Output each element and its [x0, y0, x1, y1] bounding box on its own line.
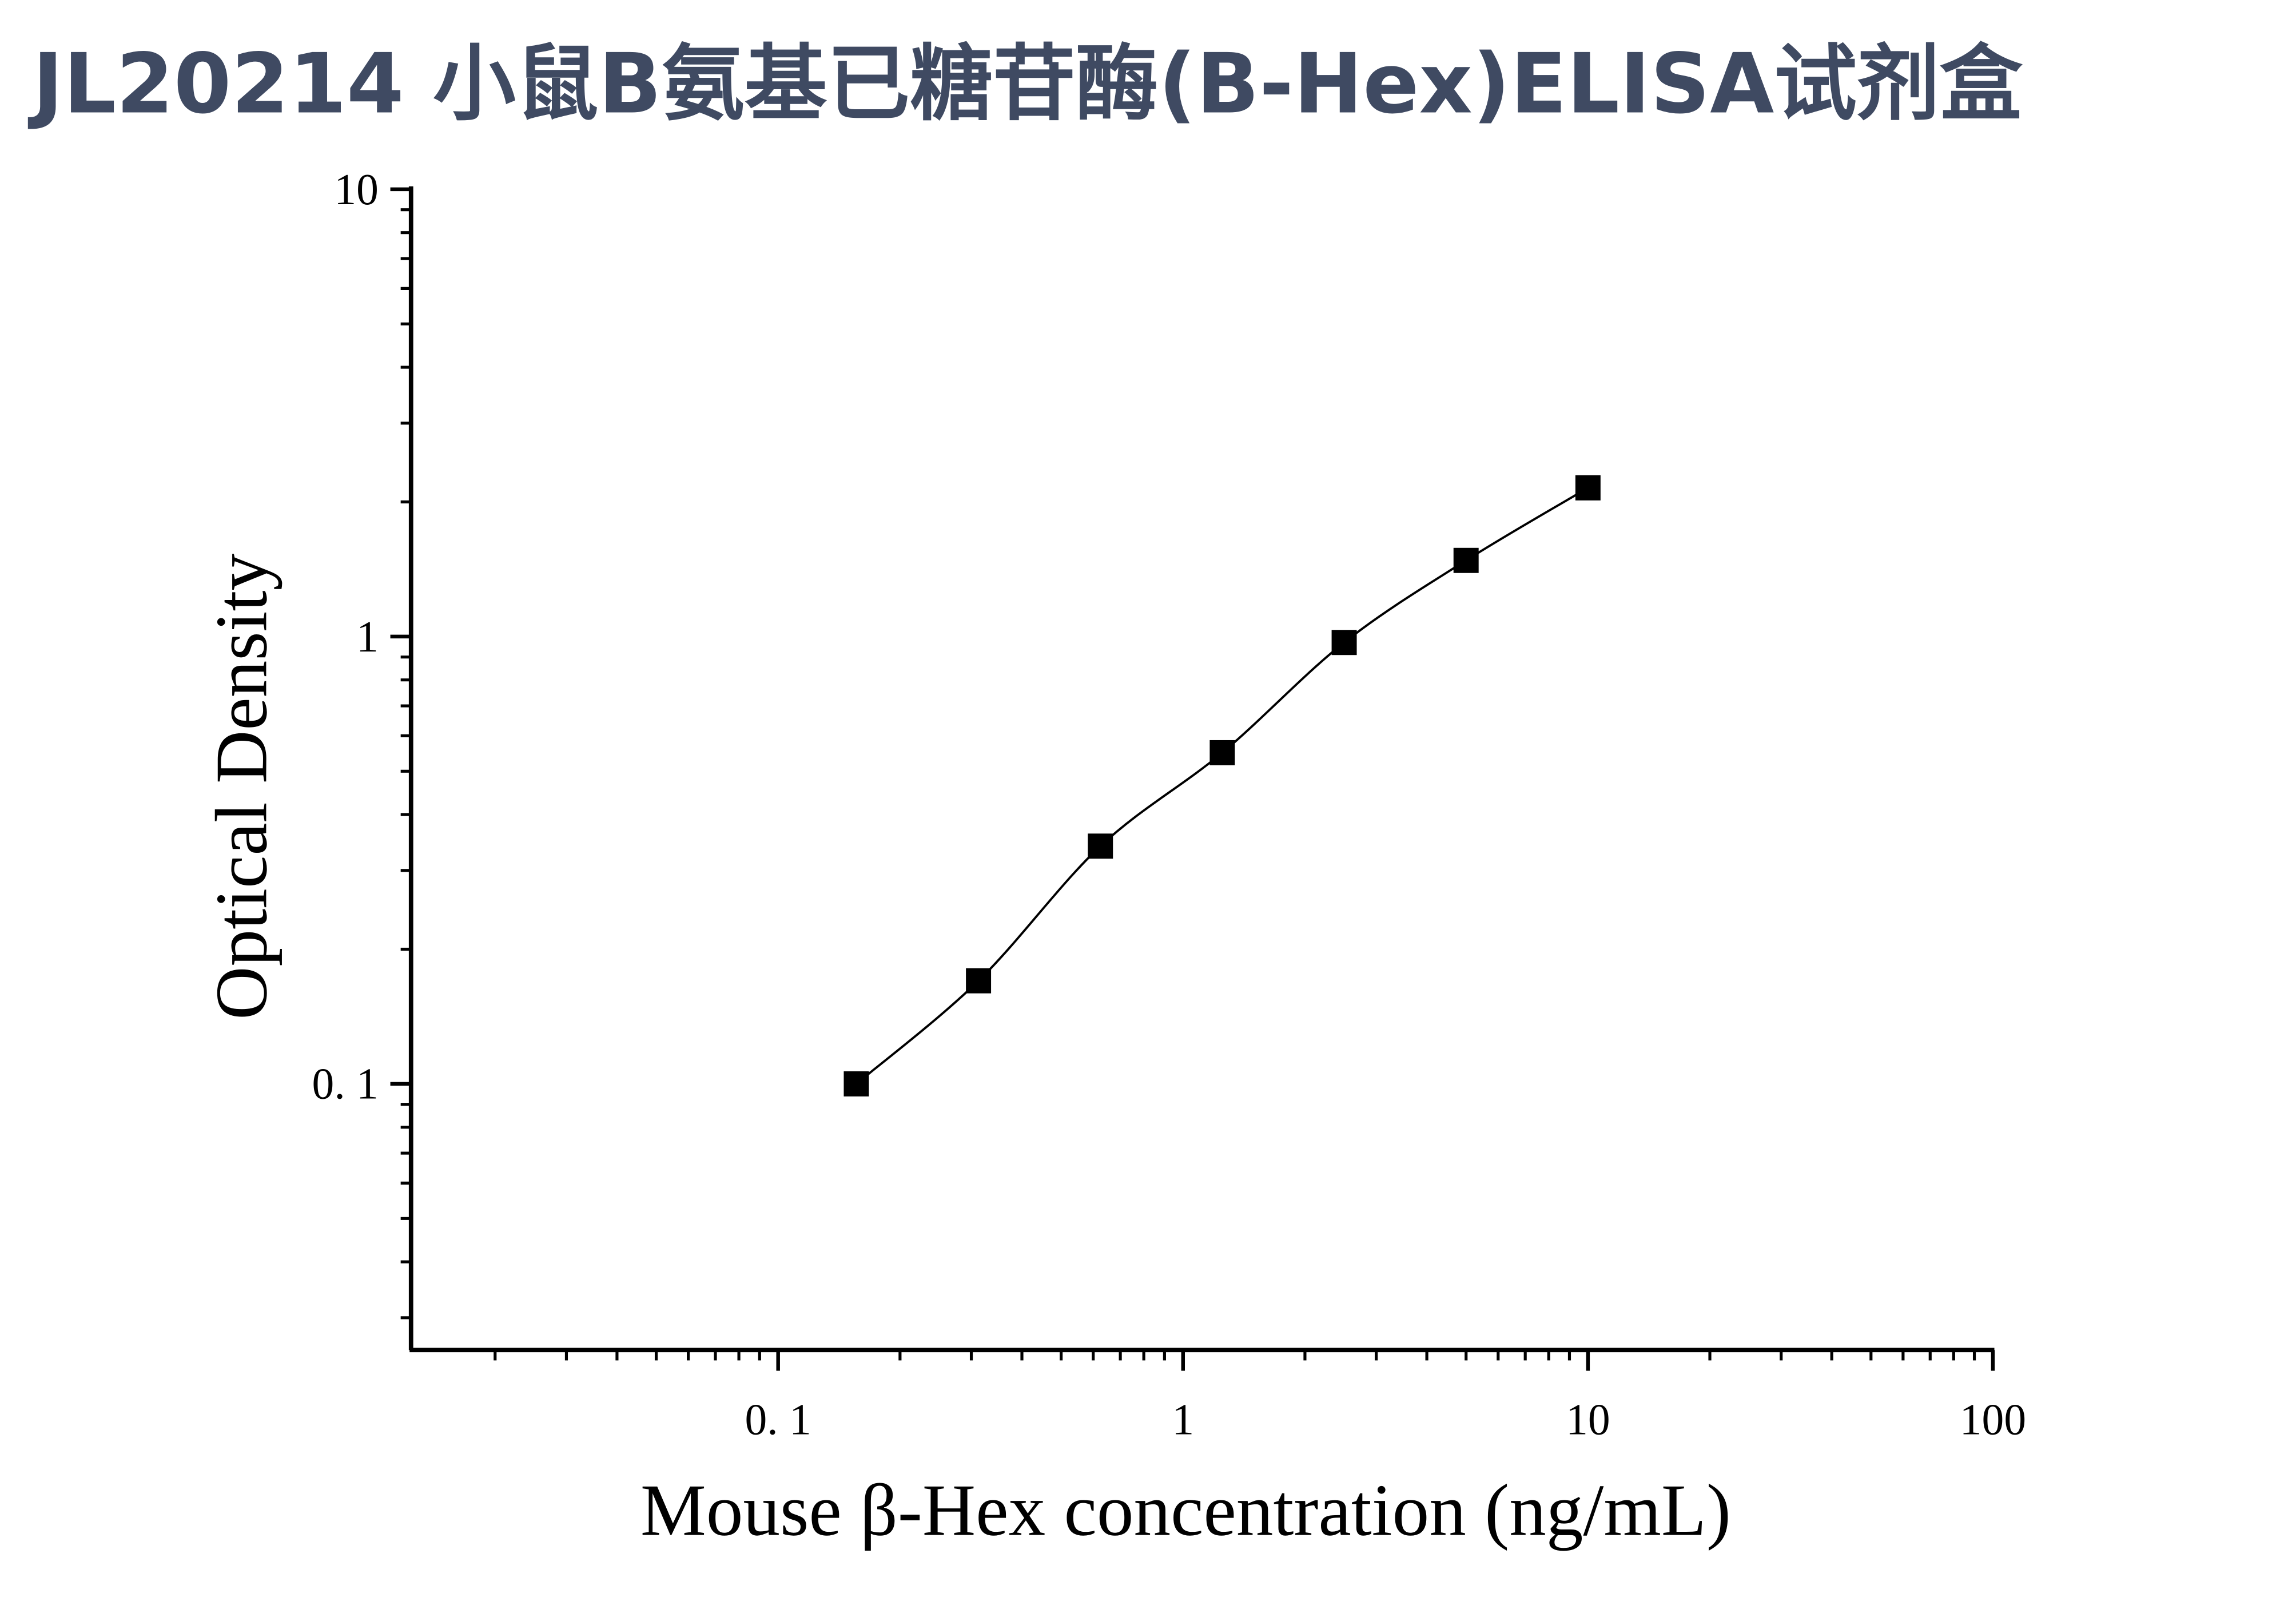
y-tick-label: 1 — [356, 612, 379, 661]
y-axis-label: Optical Density — [200, 554, 282, 1020]
x-tick-label: 1 — [1172, 1395, 1194, 1444]
fit-curve — [855, 487, 1589, 1085]
data-point — [1209, 740, 1235, 765]
y-tick-label: 0. 1 — [312, 1059, 379, 1109]
data-point — [1331, 630, 1357, 655]
data-point — [1575, 475, 1601, 500]
data-point — [1088, 833, 1113, 859]
x-tick-label: 100 — [1960, 1395, 2026, 1444]
y-tick-label: 10 — [334, 165, 379, 214]
x-axis-label: Mouse β-Hex concentration (ng/mL) — [640, 1469, 1731, 1551]
x-tick-label: 10 — [1566, 1395, 1610, 1444]
data-point — [966, 968, 992, 994]
data-point — [843, 1071, 869, 1097]
chart-title: JL20214 小鼠B氨基已糖苷酶(B-Hex)ELISA试剂盒 — [27, 36, 2023, 132]
x-tick-label: 0. 1 — [745, 1395, 811, 1444]
data-point — [1453, 547, 1479, 573]
